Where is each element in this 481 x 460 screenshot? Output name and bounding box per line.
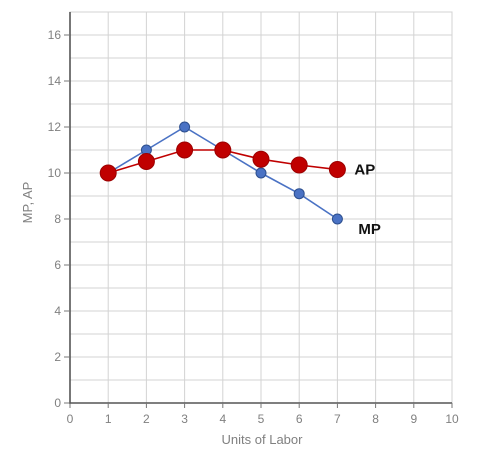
x-tick-label: 10 [445,412,459,426]
mp-point [255,167,267,179]
y-tick-label: 4 [54,304,61,318]
x-tick-label: 4 [219,412,226,426]
series-label-mp: MP [358,221,381,238]
y-tick-label: 2 [54,350,61,364]
ap-point [252,150,270,168]
x-tick-labels: 0 1 2 3 4 5 6 7 8 9 10 [67,403,459,426]
x-tick-label: 8 [372,412,379,426]
mp-point [331,213,343,225]
y-tick-label: 8 [54,212,61,226]
ap-point [214,141,232,159]
x-tick-label: 0 [67,412,74,426]
x-tick-label: 1 [105,412,112,426]
y-axis-label: MP, AP [20,182,35,224]
x-tick-label: 6 [296,412,303,426]
ap-point [290,156,308,174]
y-tick-label: 12 [48,120,62,134]
ap-point [328,161,346,179]
x-tick-label: 7 [334,412,341,426]
y-tick-label: 14 [48,74,62,88]
ap-point [137,153,155,170]
y-tick-label: 10 [48,166,62,180]
ap-point [176,141,194,159]
y-tick-labels: 0 2 4 6 8 10 12 14 16 [48,28,70,410]
mp-point [293,188,305,200]
x-tick-label: 2 [143,412,150,426]
x-tick-label: 9 [410,412,417,426]
y-tick-label: 0 [54,396,61,410]
x-axis-label: Units of Labor [222,432,304,447]
mp-point [179,121,191,133]
y-tick-label: 16 [48,28,62,42]
ap-point [99,164,117,182]
y-tick-label: 6 [54,258,61,272]
series-label-ap: AP [354,162,375,179]
series-ap [99,141,346,182]
grid [69,11,453,404]
x-tick-label: 5 [258,412,265,426]
x-tick-label: 3 [181,412,188,426]
